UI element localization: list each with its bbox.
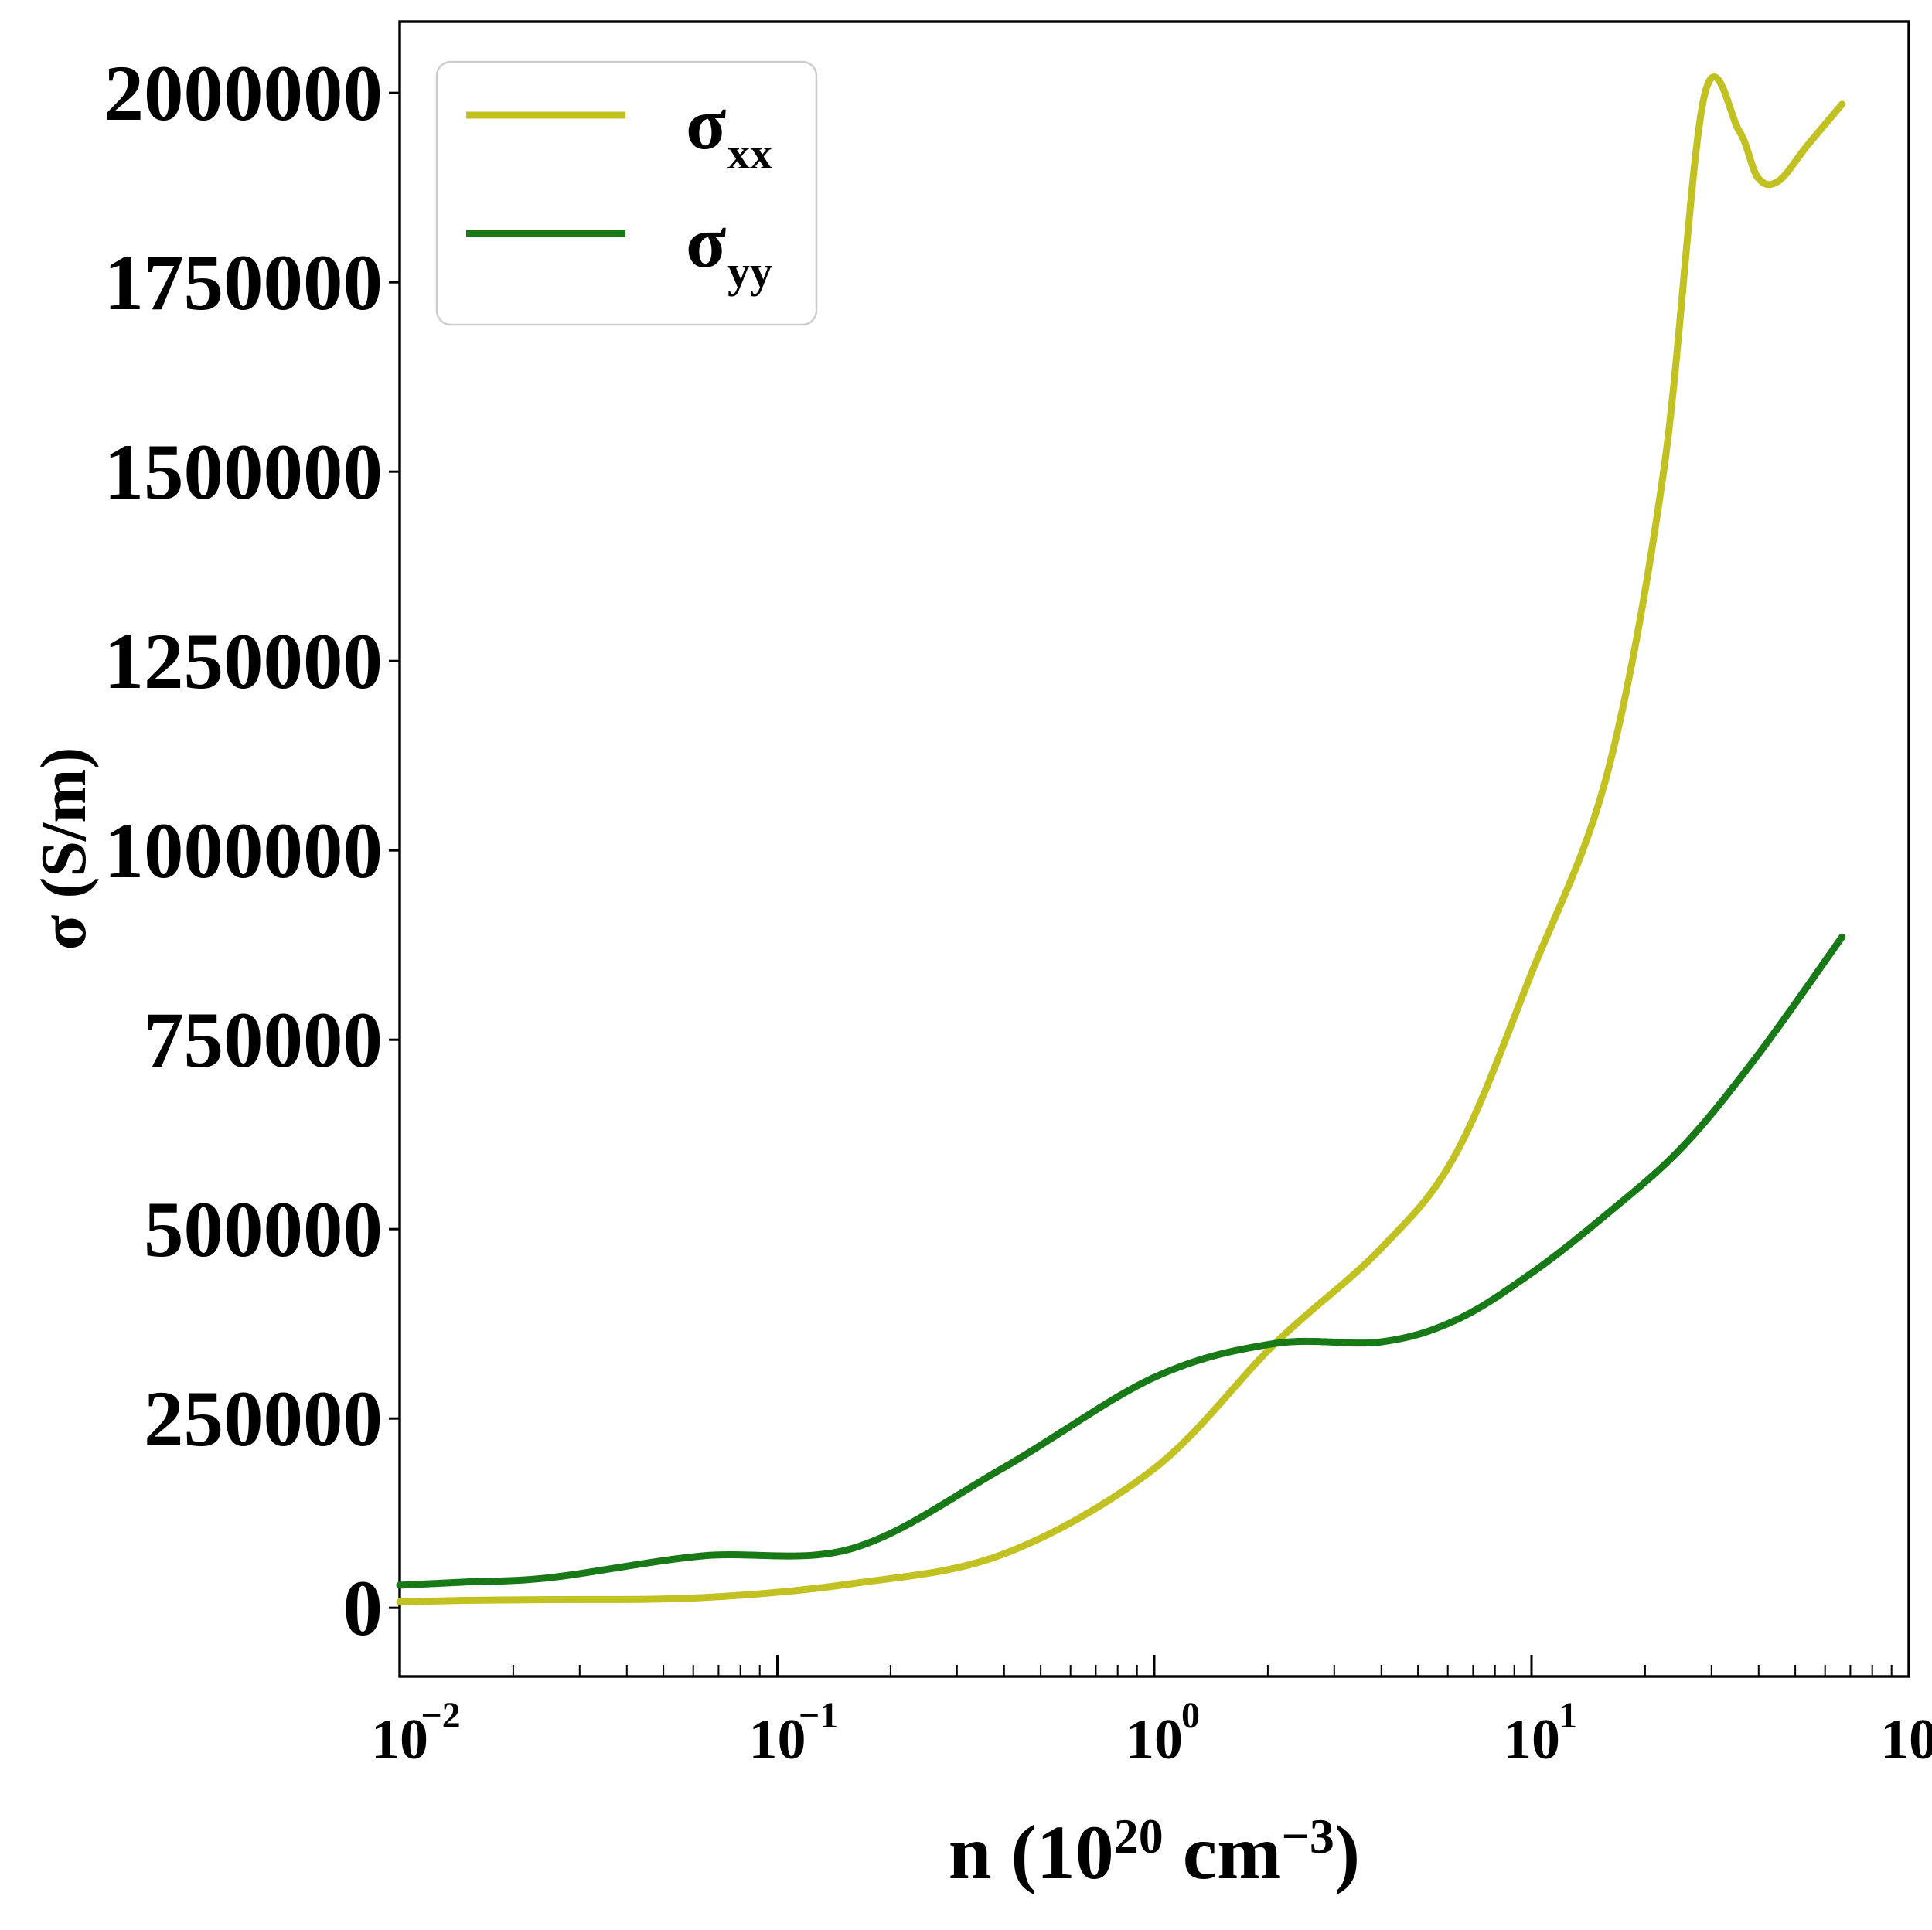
svg-text:−2: −2 bbox=[421, 1695, 460, 1736]
svg-text:σ (S/m): σ (S/m) bbox=[28, 747, 100, 951]
svg-text:1500000: 1500000 bbox=[104, 428, 383, 516]
svg-text:xx: xx bbox=[727, 128, 772, 179]
svg-text:1250000: 1250000 bbox=[104, 618, 383, 706]
svg-text:yy: yy bbox=[727, 247, 772, 297]
svg-text:250000: 250000 bbox=[144, 1375, 383, 1463]
svg-text:1: 1 bbox=[1559, 1695, 1577, 1736]
svg-text:1000000: 1000000 bbox=[104, 807, 383, 895]
svg-text:10: 10 bbox=[749, 1708, 806, 1772]
svg-text:10: 10 bbox=[1126, 1708, 1183, 1772]
svg-text:1750000: 1750000 bbox=[104, 239, 383, 327]
svg-text:750000: 750000 bbox=[144, 996, 383, 1084]
svg-text:2000000: 2000000 bbox=[104, 49, 383, 138]
svg-text:10: 10 bbox=[371, 1708, 428, 1772]
svg-text:10: 10 bbox=[1503, 1708, 1560, 1772]
svg-text:σ: σ bbox=[686, 82, 726, 165]
svg-text:σ: σ bbox=[686, 200, 726, 283]
svg-text:n (1020 cm−3): n (1020 cm−3) bbox=[949, 1809, 1360, 1895]
svg-text:500000: 500000 bbox=[144, 1186, 383, 1274]
svg-text:0: 0 bbox=[343, 1564, 383, 1653]
svg-text:0: 0 bbox=[1181, 1695, 1200, 1736]
svg-text:10: 10 bbox=[1880, 1708, 1932, 1772]
svg-text:−1: −1 bbox=[799, 1695, 838, 1736]
